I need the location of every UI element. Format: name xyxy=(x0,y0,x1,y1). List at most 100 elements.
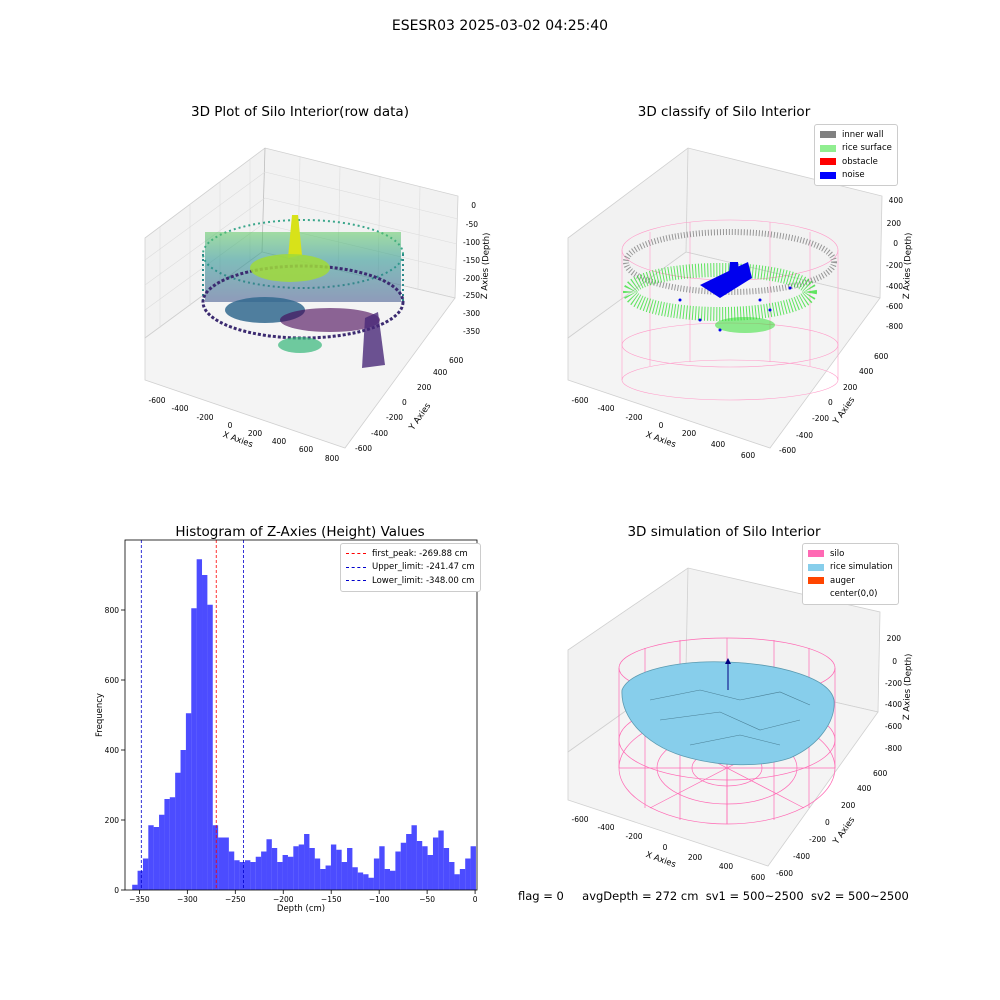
legend-swatch xyxy=(820,131,836,139)
histogram-bar xyxy=(379,846,385,890)
histogram-bar xyxy=(314,858,321,890)
legend-line xyxy=(346,580,366,582)
histogram-bar xyxy=(137,870,143,890)
histogram-bar xyxy=(175,772,181,890)
legend-entry-obstacle: obstacle xyxy=(820,155,892,169)
histogram-bar xyxy=(373,858,380,890)
y-tick-label: 200 xyxy=(105,816,120,825)
histogram-bar xyxy=(320,869,326,890)
histogram-bar xyxy=(449,862,455,890)
legend-line xyxy=(346,566,366,568)
histogram-bar xyxy=(422,846,428,890)
legend-entry-silo: silo xyxy=(808,547,893,561)
figure-title: ESESR03 2025-03-02 04:25:40 xyxy=(391,18,609,34)
histogram-bar xyxy=(180,750,186,890)
legend-entry-upper-limit: Upper_limit: -241.47 cm xyxy=(346,561,475,575)
histogram-x-ticks: −350 −300 −250 −200 −150 −100 −50 0 xyxy=(129,890,478,904)
histogram-bar xyxy=(336,849,342,890)
histogram-bar xyxy=(400,842,407,890)
histogram-bar xyxy=(148,825,154,890)
legend-entry-rice-simulation: rice simulation xyxy=(808,561,893,575)
histogram-bar xyxy=(159,814,165,890)
y-tick-label: 600 xyxy=(105,676,120,685)
avg-depth-text: avgDepth = 272 cm xyxy=(582,889,699,903)
histogram-bar xyxy=(357,872,364,890)
x-tick-label: −300 xyxy=(177,895,198,904)
histogram-bar xyxy=(459,869,466,890)
simulation-panel-title: 3D simulation of Silo Interior xyxy=(627,524,821,540)
x-tick-label: −350 xyxy=(129,895,150,904)
histogram-bar xyxy=(293,846,299,890)
legend-swatch xyxy=(820,144,836,152)
flag-text: flag = 0 xyxy=(518,889,564,903)
histogram-bar xyxy=(454,874,460,890)
histogram-bar xyxy=(271,848,278,890)
histogram-bar xyxy=(164,799,170,890)
histogram-reference-lines xyxy=(140,540,244,890)
histogram-bar xyxy=(416,841,423,890)
legend-entry-auger: auger xyxy=(808,574,893,588)
histogram-bar xyxy=(169,797,176,890)
histogram-bar xyxy=(443,848,450,890)
legend-line xyxy=(346,553,366,555)
histogram-title: Histogram of Z-Axies (Height) Values xyxy=(175,524,425,540)
histogram-bar xyxy=(261,851,267,890)
histogram-bar xyxy=(266,839,272,890)
classify-panel-title: 3D classify of Silo Interior xyxy=(637,104,811,120)
histogram-bar xyxy=(304,834,310,890)
histogram-frame xyxy=(124,539,478,891)
legend-entry-center: center(0,0) xyxy=(808,588,893,602)
histogram-y-label: Frequency xyxy=(95,693,105,737)
histogram-bar xyxy=(185,713,192,890)
legend-swatch xyxy=(820,171,836,179)
legend-entry-inner-wall: inner wall xyxy=(820,128,892,142)
histogram-bar xyxy=(384,869,391,890)
histogram-bar xyxy=(218,837,224,890)
histogram-bar xyxy=(196,559,203,890)
legend-swatch xyxy=(808,590,824,598)
status-line: flag = 0 avgDepth = 272 cm sv1 = 500~250… xyxy=(518,889,909,903)
histogram-bar xyxy=(330,844,337,890)
histogram-bar xyxy=(250,862,256,890)
y-tick-label: 0 xyxy=(114,886,119,895)
x-tick-label: −250 xyxy=(225,895,246,904)
histogram-bar xyxy=(223,837,229,890)
raw-panel-title: 3D Plot of Silo Interior(row data) xyxy=(191,104,409,120)
legend-swatch xyxy=(820,158,836,166)
histogram-bar xyxy=(363,874,369,890)
histogram-bar xyxy=(244,860,251,890)
histogram-bar xyxy=(287,856,294,890)
histogram-bars xyxy=(132,559,476,890)
legend-entry-noise: noise xyxy=(820,169,892,183)
x-tick-label: −150 xyxy=(321,895,342,904)
histogram-bar xyxy=(153,827,160,890)
legend-entry-first-peak: first_peak: -269.88 cm xyxy=(346,547,475,561)
histogram-bar xyxy=(202,575,208,890)
legend-swatch xyxy=(808,577,824,585)
histogram-bar xyxy=(255,856,262,890)
histogram-bar xyxy=(347,848,353,890)
histogram-bar xyxy=(368,877,374,890)
histogram-bar xyxy=(470,846,476,890)
histogram-bar xyxy=(406,834,412,890)
histogram-y-ticks: 0 200 400 600 800 xyxy=(105,606,125,895)
histogram-bar xyxy=(282,855,288,890)
histogram-bar xyxy=(390,870,396,890)
sv1-text: sv1 = 500~2500 xyxy=(705,889,804,903)
histogram-bar xyxy=(191,608,197,890)
x-tick-label: 0 xyxy=(473,895,478,904)
histogram-legend: first_peak: -269.88 cm Upper_limit: -241… xyxy=(340,543,481,592)
x-tick-label: −200 xyxy=(273,895,294,904)
legend-swatch xyxy=(808,550,824,558)
x-tick-label: −50 xyxy=(419,895,435,904)
sv2-text: sv2 = 500~2500 xyxy=(810,889,909,903)
histogram-bar xyxy=(465,858,471,890)
histogram-bar xyxy=(341,862,348,890)
y-tick-label: 400 xyxy=(105,746,120,755)
legend-entry-rice-surface: rice surface xyxy=(820,142,892,156)
histogram-bar xyxy=(234,860,240,890)
histogram-bar xyxy=(432,837,439,890)
histogram-bar xyxy=(212,825,219,890)
histogram-bar xyxy=(438,830,444,890)
histogram-bar xyxy=(207,604,213,890)
